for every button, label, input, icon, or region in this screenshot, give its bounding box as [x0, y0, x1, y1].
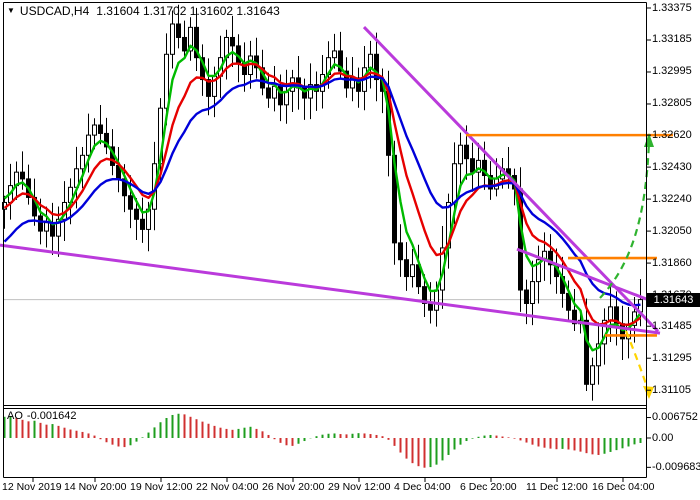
price-tick-label: 1.33375 — [652, 1, 692, 14]
price-tick-label: 1.32050 — [652, 224, 692, 237]
ao-name: AO — [7, 410, 23, 422]
price-tick-label: 1.31105 — [652, 383, 691, 396]
time-tick-label: 14 Nov 20:00 — [64, 481, 127, 493]
price-tick-label: 1.32240 — [652, 192, 692, 205]
price-tick-label: 1.32805 — [652, 97, 692, 110]
price-tick-label: 1.32430 — [652, 160, 692, 173]
current-price-badge: 1.31643 — [647, 292, 700, 307]
time-tick-label: 16 Dec 04:00 — [592, 481, 655, 493]
time-tick-label: 22 Nov 04:00 — [196, 481, 259, 493]
candlesticks — [2, 4, 643, 401]
bearish-scenario-arrow[interactable] — [624, 330, 654, 399]
ohlc-values: 1.31604 1.31702 1.31602 1.31643 — [96, 4, 280, 18]
time-tick-label: 11 Dec 12:00 — [526, 481, 588, 493]
time-tick-marks — [32, 477, 624, 482]
ao-value: -0.001642 — [26, 410, 77, 422]
ao-histogram — [3, 413, 642, 468]
panel-frames — [3, 2, 647, 478]
time-tick-label: 29 Nov 12:00 — [328, 481, 391, 493]
horizontal-levels — [466, 133, 673, 337]
lower-support[interactable] — [0, 243, 661, 335]
ao-scale-label: 0.00 — [652, 431, 674, 444]
ao-scale-label: -0.009683 — [652, 460, 700, 473]
price-tick-label: 1.32620 — [652, 128, 692, 141]
time-tick-label: 6 Dec 20:00 — [460, 481, 517, 493]
price-tick-label: 1.32995 — [652, 65, 692, 78]
bullish-scenario-arrow[interactable] — [599, 133, 654, 299]
ao-scale-label: 0.006752 — [652, 411, 698, 424]
symbol-timeframe: USDCAD,H4 — [19, 4, 90, 18]
slow-ma — [3, 75, 641, 307]
symbol-dropdown-icon: ▼ — [7, 6, 15, 15]
price-tick-label: 1.31485 — [652, 319, 692, 332]
price-tick-label: 1.31860 — [652, 256, 692, 269]
upper-resistance[interactable] — [362, 25, 660, 333]
trendlines — [0, 25, 661, 335]
price-tick-label: 1.31295 — [652, 351, 692, 364]
chart-title: ▼ USDCAD,H4 1.31604 1.31702 1.31602 1.3164… — [7, 4, 280, 18]
time-tick-label: 4 Dec 04:00 — [394, 481, 451, 493]
time-tick-label: 26 Nov 20:00 — [262, 481, 325, 493]
ao-tick-marks — [646, 417, 651, 468]
time-tick-label: 12 Nov 2019 — [2, 481, 62, 493]
ao-indicator-label: AO -0.001642 — [7, 410, 76, 422]
inner-resistance[interactable] — [516, 247, 658, 305]
price-tick-label: 1.33185 — [652, 33, 692, 46]
time-tick-label: 19 Nov 12:00 — [130, 481, 193, 493]
